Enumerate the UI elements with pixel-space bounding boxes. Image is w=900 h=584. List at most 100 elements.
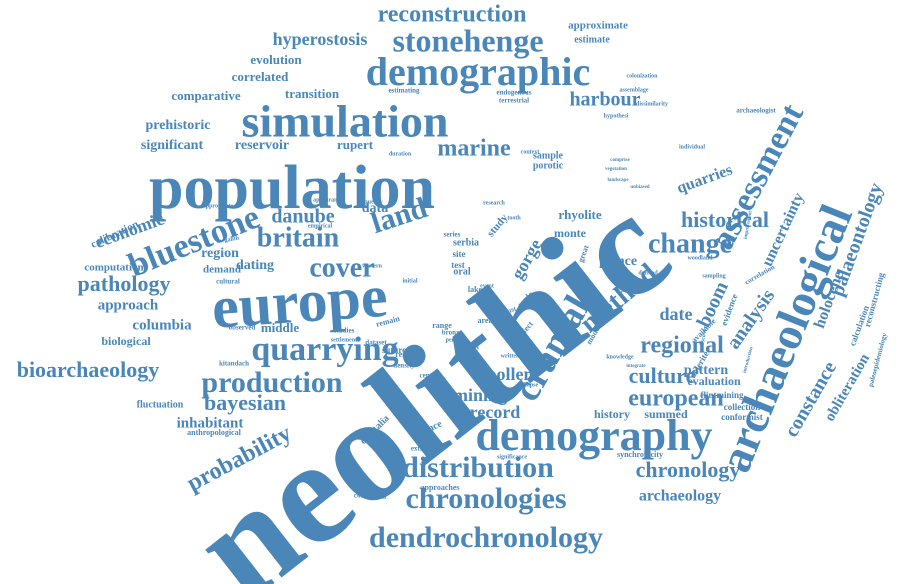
word-computation: computation <box>84 262 143 274</box>
word-harbour: harbour <box>569 89 640 111</box>
word-sample: sample <box>533 150 564 161</box>
word-britain: britain <box>257 222 340 253</box>
word-reconstruction: reconstruction <box>378 2 527 28</box>
word-change: change <box>648 228 732 259</box>
word-europe: europe <box>210 263 390 341</box>
word-written: written <box>501 353 520 359</box>
word-megalith: megalith <box>217 235 241 245</box>
word-record: record <box>470 402 521 422</box>
word-rupert: rupert <box>337 137 374 152</box>
word-data: data <box>362 201 388 216</box>
word-history: history <box>594 407 630 421</box>
word-collapse: collapse <box>518 382 539 388</box>
word-initial: initial <box>402 278 417 284</box>
word-population: population <box>149 154 435 222</box>
word-prince: prince <box>599 254 637 269</box>
word-hyperostosis: hyperostosis <box>273 29 368 49</box>
word-bronze: bronze <box>442 329 462 337</box>
word-collection: collection <box>724 402 761 412</box>
word-production: production <box>201 366 342 399</box>
word-approximate: approximate <box>568 20 628 32</box>
word-oral: oral <box>453 266 470 277</box>
word-flintmining: flintmining <box>700 390 744 400</box>
word-porotic: porotic <box>533 160 564 171</box>
word-dendrochronology: dendrochronology <box>369 521 603 554</box>
word-chronology: chronology <box>636 457 741 482</box>
word-stonehenge: stonehenge <box>392 22 543 58</box>
word-serbia: serbia <box>453 237 479 248</box>
word-approaches: approaches <box>421 483 460 492</box>
word-assemblage: assemblage <box>620 87 649 93</box>
word-biological: biological <box>101 334 151 348</box>
word-date: date <box>660 304 693 324</box>
word-event: event <box>480 283 494 289</box>
word-terrestrial: terrestrial <box>499 97 529 105</box>
word-activity: activity <box>461 345 480 351</box>
word-dataset: dataset <box>365 339 387 347</box>
word-cover: cover <box>309 252 374 283</box>
word-discovery: discovery <box>699 323 709 348</box>
word-prehistoric: prehistoric <box>145 118 210 133</box>
word-evaluation: evaluation <box>687 374 741 388</box>
word-appropriate: appropriate <box>203 203 234 209</box>
word-frequency: frequency <box>357 199 383 205</box>
word-summed: summed <box>644 407 688 421</box>
word-studies: studies <box>334 327 355 335</box>
word-series: series <box>444 231 461 239</box>
word-significance: significance <box>497 454 527 460</box>
word-introduction: introduction <box>743 346 755 373</box>
word-distribution: distribution <box>402 451 554 484</box>
word-appearance: appearance <box>313 197 343 203</box>
word-mining: mining <box>453 385 507 405</box>
word-endogenous: endogenous <box>496 89 531 97</box>
word-columbia: columbia <box>132 317 192 333</box>
word-archaeologist: archaeologist <box>736 107 776 115</box>
word-historical: historical <box>681 207 769 232</box>
word-approach: approach <box>98 297 159 313</box>
word-site: site <box>453 249 466 259</box>
word-inhabitant: inhabitant <box>177 415 244 431</box>
word-western: western <box>362 263 383 269</box>
word-research: research <box>483 200 505 206</box>
word-synchronicity: synchronicity <box>617 450 663 459</box>
word-settlement: settlement <box>331 337 357 343</box>
word-kitandach: kitandach <box>219 360 249 368</box>
word-marine: marine <box>437 136 511 162</box>
word-quarrying: quarrying <box>251 331 398 368</box>
word-cultural: cultural <box>216 278 240 286</box>
word-pollen: pollen <box>486 364 533 384</box>
word-estimate: estimate <box>574 34 610 45</box>
word-quarries: quarries <box>675 161 735 197</box>
word-comprise: comprise <box>610 158 630 163</box>
word-chronologies: chronologies <box>405 482 566 515</box>
word-correlated: correlated <box>232 69 290 84</box>
word-lake: lake <box>468 285 483 294</box>
word-demography: demography <box>475 411 712 460</box>
word-reservoir: reservoir <box>235 138 289 153</box>
word-landscape: landscape <box>607 178 629 183</box>
word-woodland: woodland <box>687 255 713 261</box>
word-improvement: improvement <box>744 210 754 239</box>
word-archaeology: archaeology <box>639 488 721 505</box>
word-culture: culture <box>629 363 696 388</box>
word-monte: monte <box>554 226 587 240</box>
word-danube: danube <box>271 206 334 228</box>
word-extraction: extraction <box>411 445 441 453</box>
word-demand: demand <box>203 264 241 276</box>
word-estimating: estimating <box>388 87 420 95</box>
word-period: period <box>446 337 463 343</box>
word-transition: transition <box>285 86 340 101</box>
word-fluctuation: fluctuation <box>137 399 184 410</box>
word-suture: suture <box>382 345 406 355</box>
word-individual: individual <box>679 144 705 150</box>
word-comparing: comparing <box>354 492 387 500</box>
word-context: context <box>521 149 540 155</box>
word-density: density <box>393 362 415 370</box>
word-derived: derived <box>638 270 658 276</box>
word-regional: regional <box>640 333 724 359</box>
word-anthropological: anthropological <box>187 428 241 437</box>
word-european: european <box>628 386 724 412</box>
word-test: test <box>451 260 465 270</box>
